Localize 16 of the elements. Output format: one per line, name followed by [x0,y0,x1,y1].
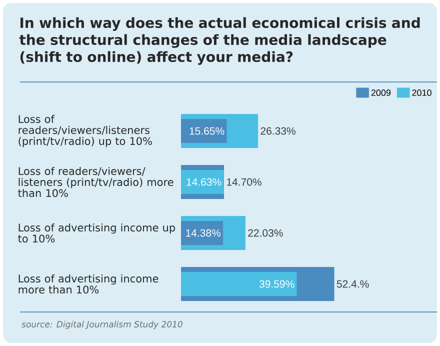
y-tick-label: Loss of readers/viewers/listeners (print/tv/radio) up to 10% [18,114,152,148]
data-label: 52.4.% [336,280,369,288]
data-label: 22.03% [248,229,283,237]
y-tick-label: Loss of advertising income more than 10% [18,274,158,294]
y-tick-label: Loss of readers/viewers/ listeners (print/tv/radio) more than 10% [18,166,174,198]
data-label: 26.33% [260,127,296,135]
legend-label: 2009 [371,90,391,96]
data-label: 14.38% [186,229,220,237]
data-label: 14.63% [186,178,222,186]
data-label: 15.65% [190,127,224,135]
source-note: source: Digital Journalism Study 2010 [22,320,182,330]
chart-title: In which way does the actual economical crisis and the structural changes of the media landscape (shift to online) affect your media? [19,17,420,65]
legend-label: 2010 [412,90,432,96]
data-label: 14.70% [227,178,262,186]
y-tick-label: Loss of advertising income up to 10% [18,223,175,243]
data-label: 39.59% [259,280,294,288]
